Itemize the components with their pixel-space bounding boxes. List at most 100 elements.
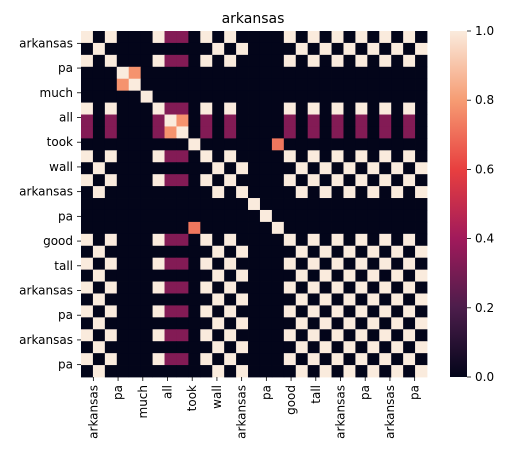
heatmap-cell: [128, 174, 142, 187]
heatmap-cell: [283, 198, 297, 211]
heatmap-cell: [104, 90, 118, 103]
heatmap-cell: [128, 269, 142, 282]
heatmap-cell: [295, 174, 309, 187]
x-tick-label: much: [136, 385, 150, 419]
heatmap-cell: [212, 66, 225, 80]
heatmap-cell: [367, 269, 380, 282]
heatmap-cell: [295, 186, 309, 199]
heatmap-cell: [236, 174, 249, 187]
y-tick-label: pa: [58, 358, 73, 372]
heatmap-cell: [188, 42, 201, 56]
heatmap-cell: [200, 186, 213, 199]
heatmap-cell: [331, 150, 344, 163]
heatmap-cell: [164, 114, 177, 127]
heatmap-cell: [343, 42, 356, 56]
heatmap-cell: [152, 353, 165, 366]
heatmap-cell: [331, 42, 344, 56]
heatmap-cell: [391, 245, 404, 259]
heatmap-cell: [415, 329, 428, 342]
heatmap-cell: [92, 257, 106, 271]
heatmap-cell: [379, 174, 392, 187]
heatmap-cell: [403, 186, 416, 199]
heatmap-cell: [128, 90, 142, 103]
heatmap-cell: [248, 329, 261, 342]
heatmap-cell: [259, 305, 273, 318]
heatmap-cell: [248, 269, 261, 282]
heatmap-cell: [259, 341, 273, 354]
y-axis: arkansas pa much all took wall arkansas pa good t…: [19, 36, 81, 372]
heatmap-cell: [379, 329, 392, 342]
heatmap-cell: [379, 281, 392, 294]
heatmap-cell: [271, 78, 285, 92]
heatmap-cell: [81, 233, 94, 247]
heatmap-cell: [128, 31, 142, 44]
heatmap-cell: [415, 54, 428, 68]
heatmap-cell: [92, 66, 106, 80]
heatmap-cell: [152, 150, 165, 163]
heatmap-cell: [415, 174, 428, 187]
heatmap-cell: [331, 353, 344, 366]
heatmap-cell: [391, 138, 404, 151]
heatmap-cell: [367, 233, 380, 247]
y-tick-label: much: [40, 86, 74, 100]
heatmap-cell: [212, 102, 225, 115]
heatmap-cell: [367, 329, 380, 342]
heatmap-cell: [343, 353, 356, 366]
heatmap-cell: [271, 114, 285, 127]
heatmap-cell: [236, 90, 249, 103]
heatmap-cell: [164, 245, 177, 259]
heatmap-cell: [224, 186, 237, 199]
heatmap-cell: [152, 329, 165, 342]
heatmap-cell: [81, 42, 94, 56]
heatmap-cell: [307, 365, 321, 378]
heatmap-cell: [200, 365, 213, 378]
heatmap-cell: [355, 245, 368, 259]
heatmap-cell: [140, 42, 153, 56]
heatmap-cell: [415, 198, 428, 211]
heatmap-cell: [176, 162, 189, 175]
heatmap-cell: [92, 31, 106, 44]
heatmap-cell: [307, 209, 321, 223]
heatmap-cell: [164, 174, 177, 187]
heatmap-cell: [224, 66, 237, 80]
heatmap-cell: [391, 198, 404, 211]
heatmap-cell: [307, 162, 321, 175]
heatmap-cell: [259, 126, 273, 139]
heatmap-cell: [176, 174, 189, 187]
heatmap-cell: [236, 221, 249, 235]
heatmap-cell: [188, 269, 201, 282]
heatmap-cell: [248, 162, 261, 175]
heatmap-cell: [224, 102, 237, 115]
heatmap-cell: [116, 126, 130, 139]
heatmap-cell: [391, 90, 404, 103]
heatmap-cell: [331, 114, 344, 127]
heatmap-cell: [188, 233, 201, 247]
heatmap-cell: [391, 31, 404, 44]
heatmap-cell: [391, 293, 404, 306]
heatmap-cell: [224, 221, 237, 235]
heatmap-cell: [116, 90, 130, 103]
heatmap-cell: [164, 102, 177, 115]
x-tick-label: all: [161, 385, 175, 399]
heatmap-cell: [188, 329, 201, 342]
heatmap-cell: [415, 305, 428, 318]
heatmap-cell: [212, 54, 225, 68]
heatmap-cell: [283, 365, 297, 378]
colorbar-tick-label: 0.0: [475, 370, 494, 384]
heatmap-cell: [403, 198, 416, 211]
heatmap-cell: [200, 42, 213, 56]
heatmap-cell: [212, 257, 225, 271]
heatmap-cell: [104, 209, 118, 223]
heatmap-cell: [319, 257, 332, 271]
heatmap-cell: [355, 353, 368, 366]
heatmap-cell: [92, 186, 106, 199]
heatmap-cell: [271, 198, 285, 211]
heatmap-cell: [343, 54, 356, 68]
heatmap-cell: [81, 198, 94, 211]
heatmap-cell: [212, 245, 225, 259]
heatmap-cell: [259, 78, 273, 92]
heatmap-cell: [188, 245, 201, 259]
heatmap-cell: [116, 54, 130, 68]
heatmap-cell: [212, 198, 225, 211]
x-tick-label: good: [284, 385, 298, 415]
